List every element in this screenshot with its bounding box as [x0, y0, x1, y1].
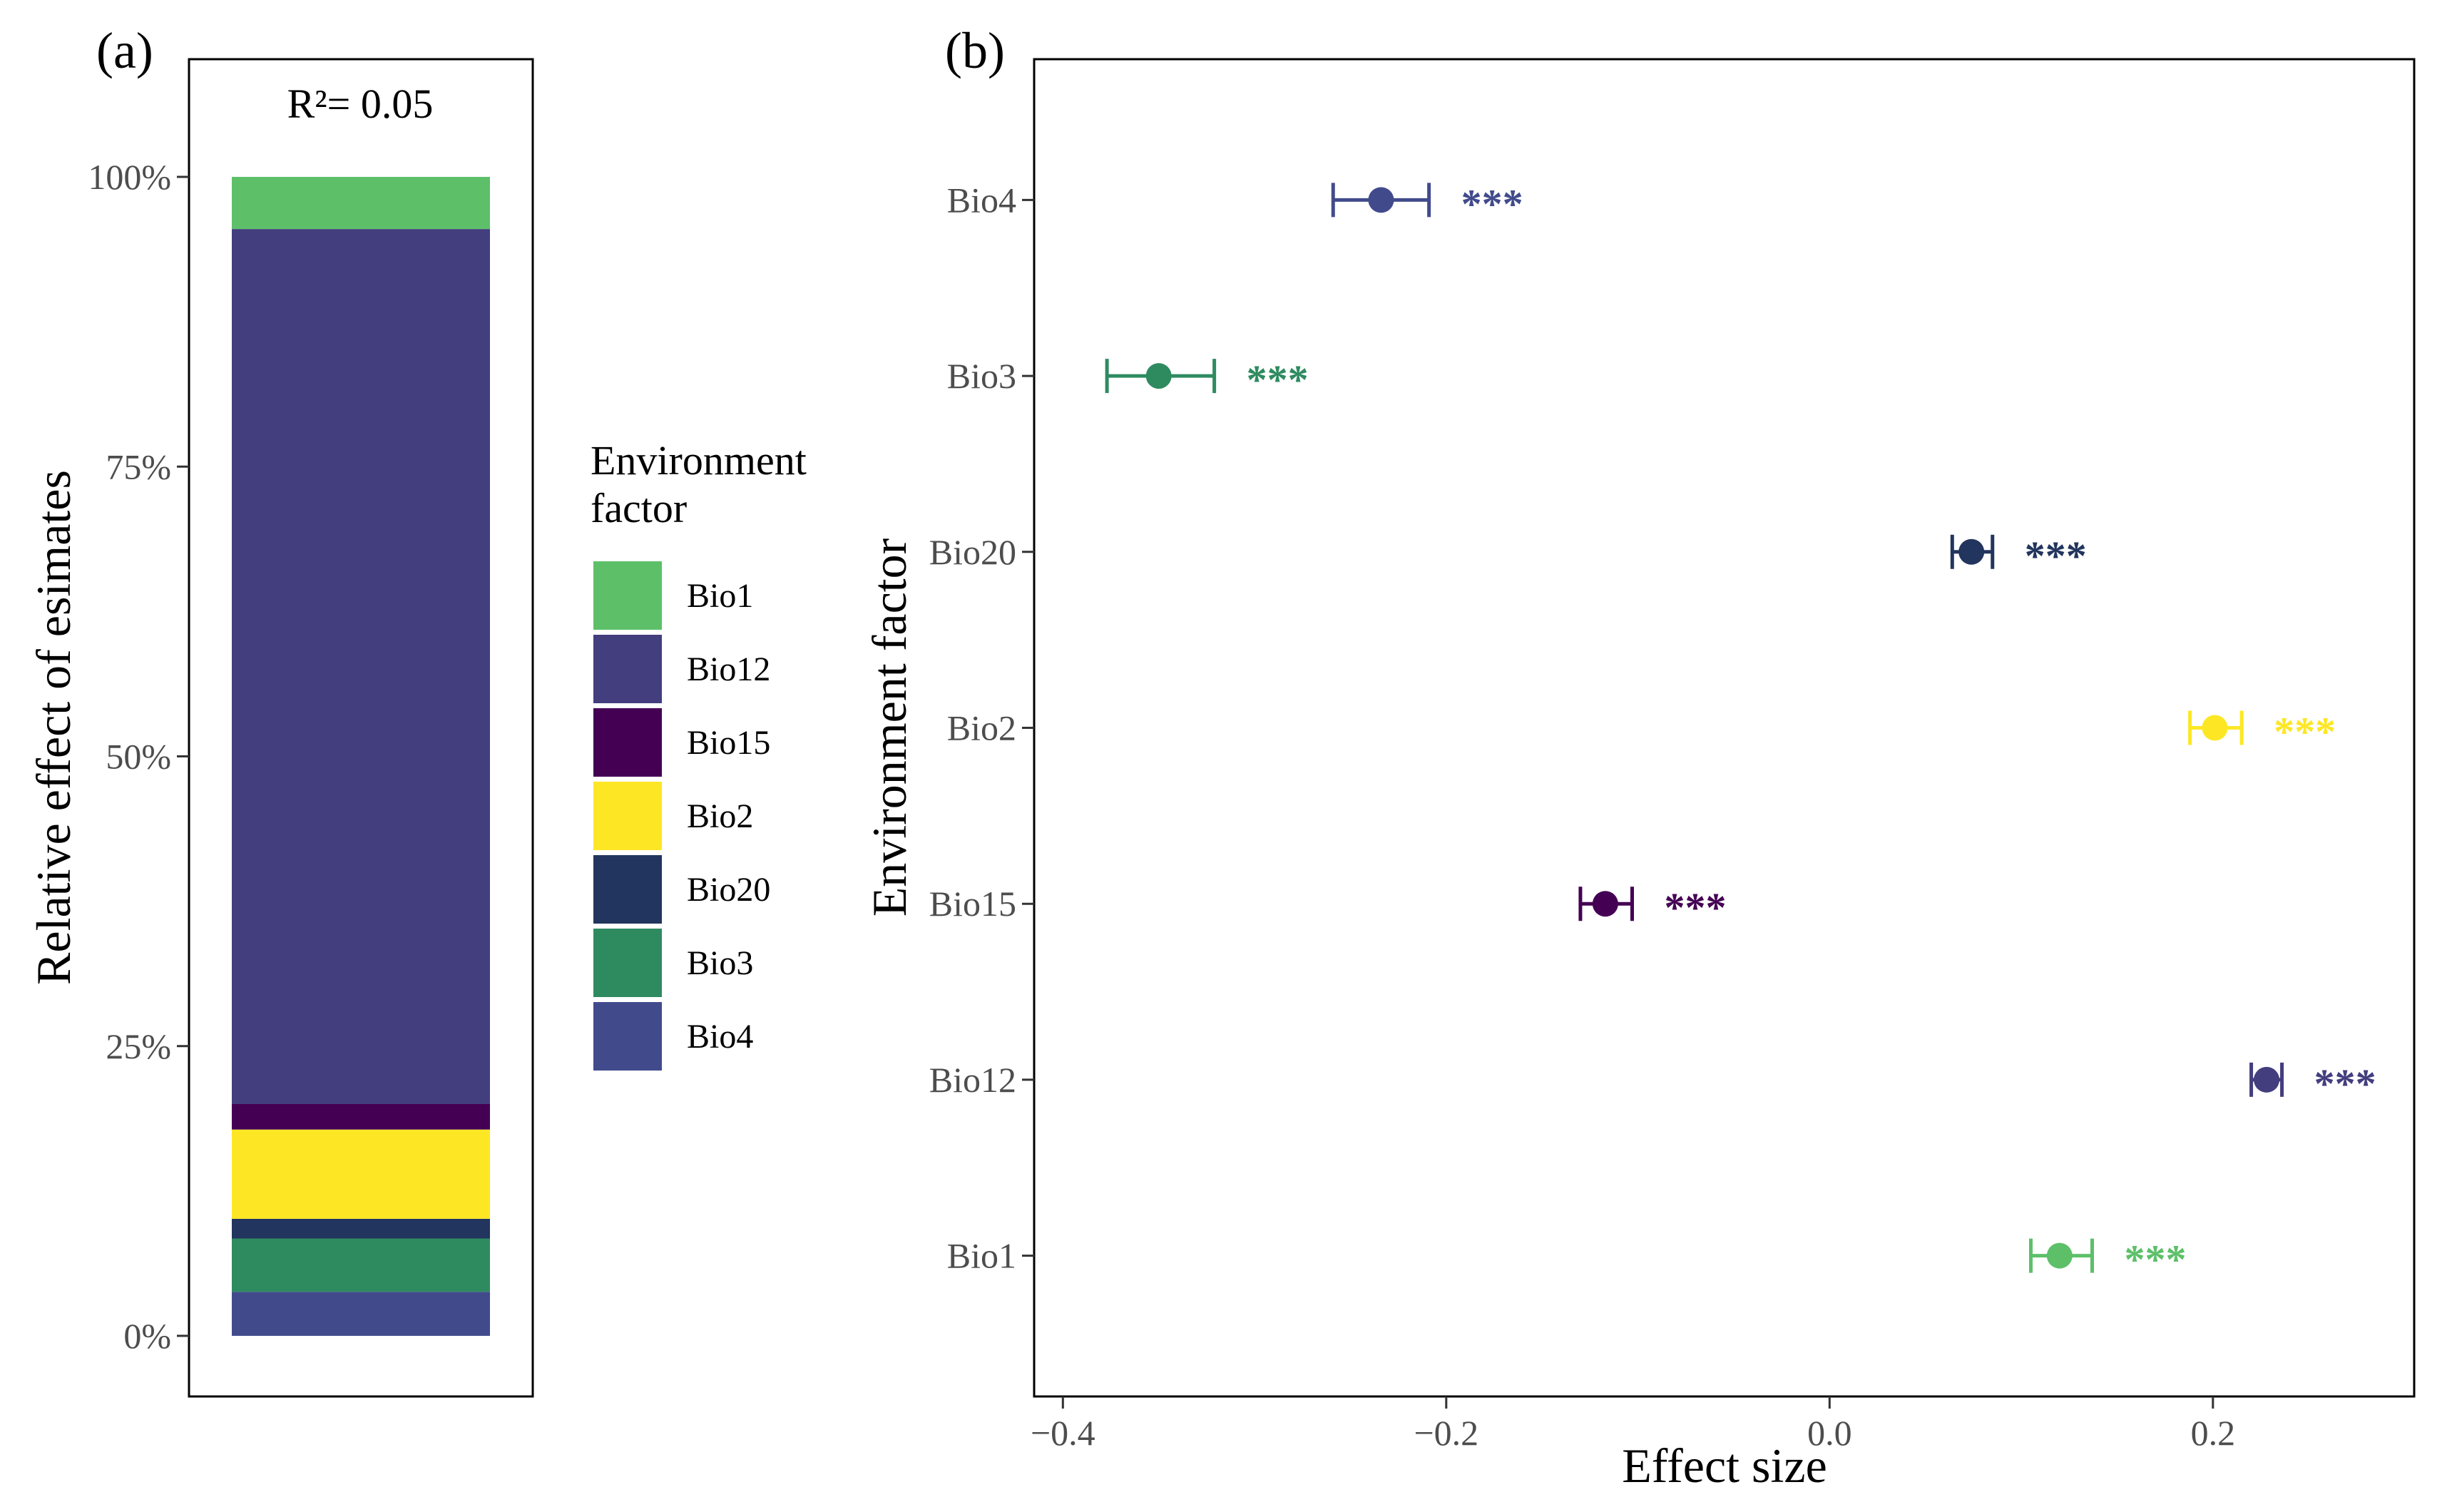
- panel-a-stacked-bar: (a) R²= 0.05 0% 25% 50% 75% 100% Relative ef…: [26, 22, 534, 1398]
- y-tick-label: 25%: [106, 1026, 171, 1066]
- effect-point-bio2: ***: [2188, 709, 2336, 755]
- bar-segment-bio3: [232, 1238, 490, 1292]
- panel-a-frame: [188, 58, 534, 1398]
- effect-point-bio20: ***: [1950, 533, 2087, 579]
- x-axis-ticks: −0.4 −0.2 0.0 0.2: [1031, 1396, 2235, 1453]
- legend: Environment factor Bio1Bio12Bio15Bio2Bio…: [591, 437, 807, 1071]
- significance-label: ***: [2025, 533, 2087, 579]
- effect-points: *** *** *** *** *** *** ***: [1105, 180, 2376, 1283]
- legend-key-bio12: [593, 635, 662, 703]
- x-axis-title: Effect size: [1622, 1439, 1827, 1493]
- legend-label-bio20: Bio20: [687, 871, 770, 909]
- y-tick-label-bio1: Bio1: [947, 1236, 1016, 1276]
- bar-segment-bio4: [232, 1292, 490, 1336]
- bar-segment-bio1: [232, 177, 490, 230]
- effect-point-bio12: ***: [2249, 1061, 2376, 1107]
- y-axis-ticks: Bio1 Bio12 Bio15 Bio2 Bio20 Bio3 Bio4: [929, 180, 1034, 1276]
- y-axis-title: Relative effect of esimates: [26, 470, 81, 985]
- legend-label-bio15: Bio15: [687, 724, 770, 762]
- effect-point-bio1: ***: [2029, 1237, 2187, 1283]
- legend-label-bio4: Bio4: [687, 1018, 753, 1056]
- y-axis-title: Environment factor: [862, 538, 916, 916]
- panel-b-tag: (b): [945, 22, 1005, 79]
- bar-segment-bio20: [232, 1218, 490, 1239]
- y-tick-label: 75%: [106, 446, 171, 486]
- y-tick-label: 0%: [123, 1316, 171, 1356]
- point-estimate: [2254, 1066, 2280, 1093]
- significance-label: ***: [1247, 357, 1309, 403]
- y-tick-label-bio15: Bio15: [929, 884, 1016, 924]
- legend-key-bio3: [593, 929, 662, 997]
- point-estimate: [1368, 187, 1394, 213]
- bar-segment-bio2: [232, 1129, 490, 1219]
- legend-label-bio3: Bio3: [687, 944, 753, 982]
- y-tick-label-bio4: Bio4: [947, 180, 1016, 220]
- significance-label: ***: [1461, 180, 1523, 227]
- effect-point-bio4: ***: [1331, 180, 1523, 227]
- legend-key-bio1: [593, 561, 662, 630]
- legend-key-bio2: [593, 782, 662, 850]
- effect-point-bio15: ***: [1578, 884, 1727, 931]
- legend-title-line2: factor: [591, 485, 687, 531]
- x-tick-label: −0.4: [1031, 1413, 1095, 1453]
- y-axis-ticks: 0% 25% 50% 75% 100%: [88, 157, 189, 1356]
- legend-title-line1: Environment: [591, 437, 807, 484]
- x-tick-label: −0.2: [1414, 1413, 1478, 1453]
- r-squared-annotation: R²= 0.05: [287, 81, 434, 127]
- x-tick-label: 0.0: [1807, 1413, 1852, 1453]
- legend-key-bio20: [593, 855, 662, 924]
- panel-a-tag: (a): [96, 22, 153, 79]
- stacked-bar: [232, 177, 490, 1336]
- point-estimate: [1958, 538, 1985, 565]
- y-tick-label-bio3: Bio3: [947, 356, 1016, 396]
- legend-label-bio2: Bio2: [687, 797, 753, 835]
- legend-key-bio15: [593, 708, 662, 777]
- significance-label: ***: [1665, 884, 1727, 931]
- significance-label: ***: [2314, 1061, 2376, 1107]
- point-estimate: [2202, 715, 2228, 741]
- y-tick-label-bio20: Bio20: [929, 532, 1016, 572]
- legend-items: Bio1 Bio12 Bio15 Bio2 Bio20 Bio3 Bio4: [593, 561, 770, 1071]
- point-estimate: [2046, 1242, 2073, 1269]
- bar-segment-bio15: [232, 1104, 490, 1130]
- y-tick-label-bio12: Bio12: [929, 1060, 1016, 1100]
- point-estimate: [1145, 363, 1172, 389]
- legend-label-bio1: Bio1: [687, 577, 753, 615]
- panel-b-effect-size-plot: (b) Bio1 Bio12 Bio15 Bio2 Bio20 Bio3 Bio4 −0.4…: [862, 22, 2416, 1493]
- effect-point-bio3: ***: [1105, 357, 1309, 403]
- x-tick-label: 0.2: [2191, 1413, 2236, 1453]
- point-estimate: [1592, 891, 1618, 917]
- y-tick-label: 100%: [88, 157, 171, 197]
- y-tick-label: 50%: [106, 737, 171, 777]
- legend-key-bio4: [593, 1002, 662, 1071]
- significance-label: ***: [2125, 1237, 2187, 1283]
- y-tick-label-bio2: Bio2: [947, 708, 1016, 748]
- bar-segment-bio12: [232, 229, 490, 1104]
- legend-label-bio12: Bio12: [687, 650, 770, 688]
- significance-label: ***: [2274, 709, 2336, 755]
